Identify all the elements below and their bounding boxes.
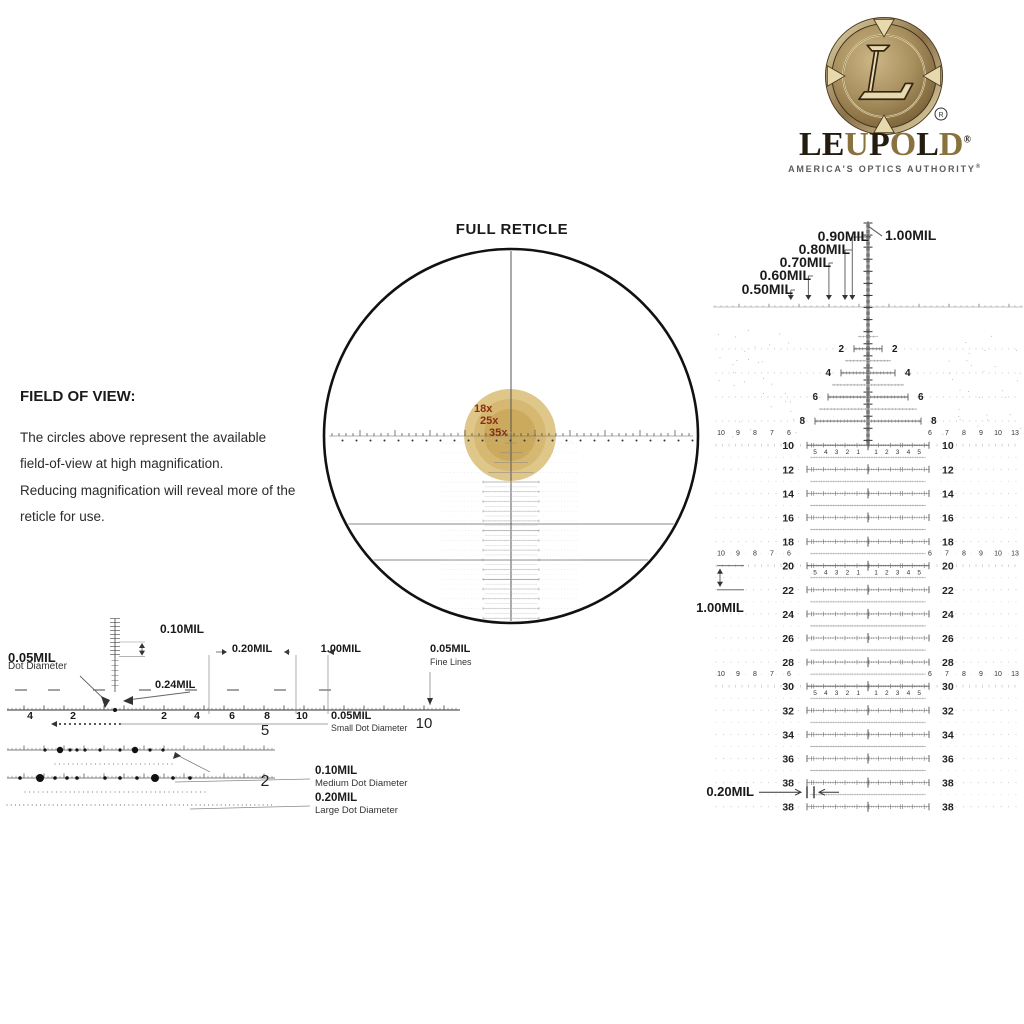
svg-text:35x: 35x: [489, 427, 508, 439]
svg-text:18x: 18x: [474, 403, 493, 415]
svg-text:25x: 25x: [480, 415, 499, 427]
